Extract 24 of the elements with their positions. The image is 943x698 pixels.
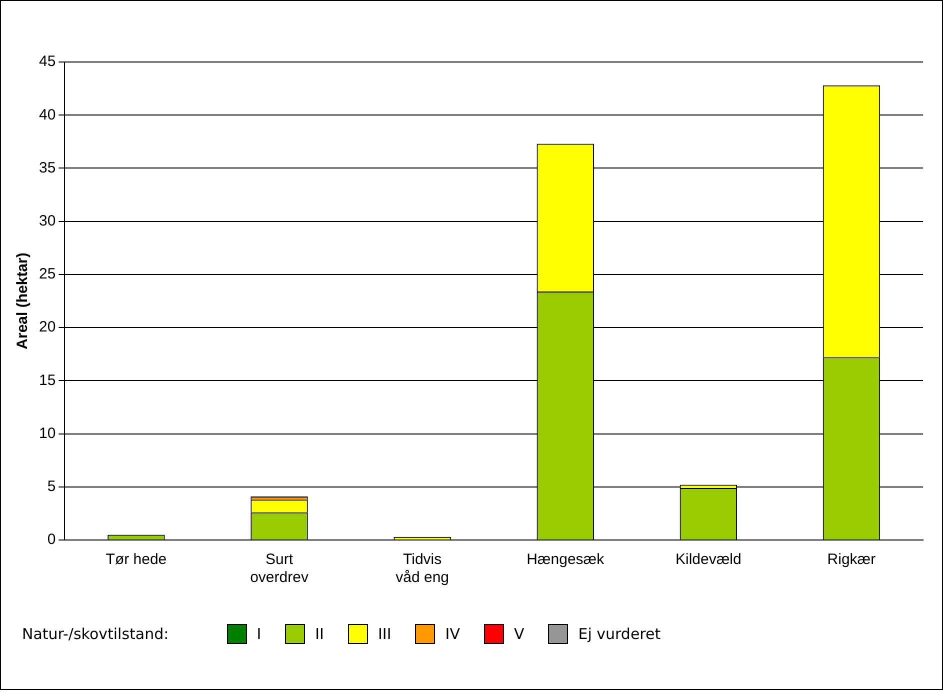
y-tick-label: 15	[38, 372, 56, 389]
y-tick-label: 40	[38, 106, 56, 124]
y-axis-title: Areal (hektar)	[14, 252, 32, 350]
y-tick-label: 20	[38, 318, 56, 336]
x-tick-label: Rigkær	[827, 551, 876, 568]
y-tick-label: 5	[47, 478, 56, 496]
y-tick-label: 30	[38, 212, 56, 230]
legend-label: V	[514, 625, 524, 643]
legend-label: IV	[445, 625, 460, 643]
x-tick-label: Hængesæk	[526, 551, 605, 568]
y-tick-label: 35	[38, 159, 56, 176]
legend-title: Natur-/skovtilstand:	[22, 625, 169, 643]
x-tick-label: Tidvis våd eng	[396, 551, 450, 586]
legend-label: I	[256, 625, 262, 643]
x-tick-label: Tør hede	[106, 551, 167, 568]
x-tick-label: Surt overdrev	[250, 551, 309, 586]
y-tick-label: 0	[47, 531, 56, 548]
y-tick-label: 25	[38, 266, 56, 283]
y-tick-label: 10	[38, 424, 56, 442]
x-tick-label: Kildevæld	[675, 551, 742, 568]
legend-label: Ej vurderet	[578, 625, 661, 643]
legend-label: III	[378, 625, 392, 643]
legend-label: II	[315, 625, 324, 643]
y-tick-label: 45	[38, 53, 56, 70]
